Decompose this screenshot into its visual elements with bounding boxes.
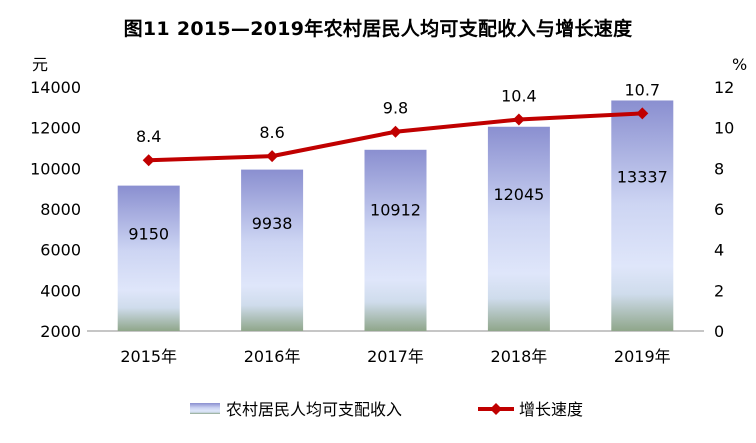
income-bar	[487, 126, 550, 331]
growth-label: 8.6	[259, 123, 284, 142]
income-bar-label: 12045	[493, 185, 544, 204]
growth-label: 10.4	[501, 87, 537, 106]
growth-point	[512, 113, 525, 126]
x-tick-label: 2015年	[120, 347, 177, 366]
income-bar	[117, 185, 180, 331]
x-tick-label: 2017年	[367, 347, 424, 366]
income-bar	[611, 100, 674, 331]
x-tick-label: 2016年	[244, 347, 301, 366]
y-right-tick-label: 12	[714, 78, 734, 97]
income-bar	[364, 149, 427, 331]
y-left-tick-label: 4000	[40, 281, 81, 300]
growth-label: 10.7	[624, 80, 660, 99]
axes: 2000 4000 6000 8000 10000 12000 14000 元 0 2 4 6 8 10 1…	[30, 55, 747, 366]
growth-point	[142, 154, 155, 167]
y-left-tick-label: 8000	[40, 200, 81, 219]
y-right-tick-label: 4	[714, 241, 724, 260]
legend: 农村居民人均可支配收入 增长速度	[190, 400, 583, 419]
growth-label: 8.4	[136, 127, 161, 146]
growth-point	[389, 125, 402, 138]
income-bar-label: 9150	[128, 225, 169, 244]
y-right-tick-label: 6	[714, 200, 724, 219]
income-bar-label: 13337	[617, 168, 668, 187]
y-left-tick-label: 12000	[30, 119, 81, 138]
y-right-tick-label: 0	[714, 322, 724, 341]
legend-bar-swatch	[190, 403, 220, 414]
growth-line	[142, 107, 649, 167]
y-left-tick-label: 10000	[30, 159, 81, 178]
income-bar-label: 10912	[370, 201, 421, 220]
income-bar	[241, 169, 304, 331]
y-left-unit: 元	[32, 55, 48, 74]
growth-point	[636, 107, 649, 120]
bar-labels: 9150 9938 10912 12045 13337	[128, 168, 667, 244]
bars	[117, 100, 674, 331]
y-left-tick-label: 6000	[40, 241, 81, 260]
y-right-tick-label: 2	[714, 281, 724, 300]
y-left-tick-label: 2000	[40, 322, 81, 341]
y-right-tick-label: 8	[714, 159, 724, 178]
y-left-tick-label: 14000	[30, 78, 81, 97]
chart-title: 图11 2015—2019年农村居民人均可支配收入与增长速度	[123, 18, 633, 40]
legend-line-marker	[490, 403, 502, 415]
x-tick-label: 2018年	[491, 347, 548, 366]
x-tick-label: 2019年	[614, 347, 671, 366]
growth-label: 9.8	[383, 99, 408, 118]
legend-bar-label: 农村居民人均可支配收入	[226, 400, 402, 419]
growth-point	[266, 150, 279, 163]
legend-line-label: 增长速度	[519, 400, 583, 419]
y-right-tick-label: 10	[714, 119, 734, 138]
income-bar-label: 9938	[252, 214, 293, 233]
line-labels: 8.4 8.6 9.8 10.4 10.7	[136, 80, 660, 146]
y-right-unit: %	[732, 55, 747, 74]
